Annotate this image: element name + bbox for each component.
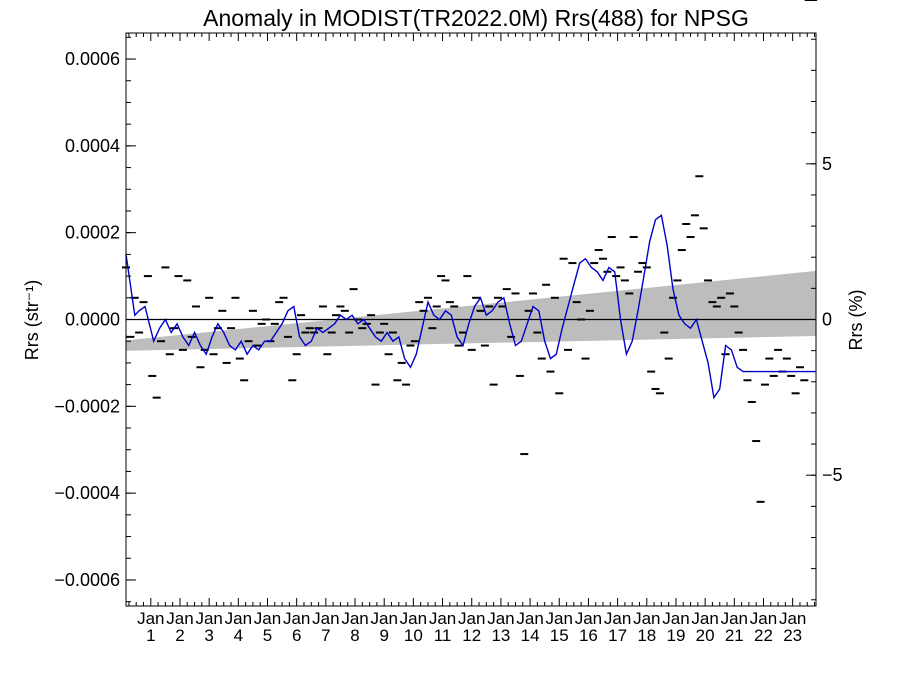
x-tick-label-year: 21 [725,626,744,645]
x-tick-label-year: 20 [696,626,715,645]
x-tick-label-year: 12 [462,626,481,645]
y-tick-label: 0.0006 [65,49,120,69]
y2-tick-label: 0 [822,310,832,330]
x-tick-label-month: Jan [575,609,602,628]
trend-confidence-band [126,270,816,351]
x-tick-label-month: Jan [458,609,485,628]
x-tick-label-year: 15 [550,626,569,645]
x-tick-label-month: Jan [779,609,806,628]
y-axis-label: Rrs (str⁻¹) [22,280,42,360]
x-tick-label-year: 23 [783,626,802,645]
y-tick-label: −0.0006 [54,570,120,590]
x-tick-label-year: 18 [637,626,656,645]
x-tick-label-year: 10 [404,626,423,645]
y2-tick-label: 5 [822,154,832,174]
y-tick-label: −0.0004 [54,483,120,503]
x-tick-label-month: Jan [604,609,631,628]
x-tick-label-year: 22 [754,626,773,645]
x-tick-label-month: Jan [487,609,514,628]
x-tick-label-year: 17 [608,626,627,645]
x-tick-label-year: 4 [234,626,243,645]
x-tick-label-month: Jan [312,609,339,628]
x-tick-label-month: Jan [166,609,193,628]
chart-title: Anomaly in MODIST(TR2022.0M) Rrs(488) fo… [203,5,749,31]
x-tick-label-year: 8 [350,626,359,645]
x-tick-label-year: 19 [666,626,685,645]
plot-area: −0.0006 −0.0004 −0.0002 0.0000 0.0002 0.0004 0… [54,0,843,645]
x-tick-label-month: Jan [370,609,397,628]
x-tick-label-year: 3 [204,626,213,645]
x-tick-label-month: Jan [400,609,427,628]
x-tick-label-year: 9 [379,626,388,645]
x-tick-label-month: Jan [516,609,543,628]
y2-tick-label: −5 [822,465,843,485]
x-tick-label-year: 6 [292,626,301,645]
x-tick-label-year: 13 [491,626,510,645]
x-tick-label-month: Jan [283,609,310,628]
x-tick-label-year: 7 [321,626,330,645]
x-tick-label-month: Jan [137,609,164,628]
x-tick-label-month: Jan [691,609,718,628]
y-tick-label: 0.0000 [65,310,120,330]
x-tick-label-month: Jan [225,609,252,628]
y-tick-label: −0.0002 [54,396,120,416]
x-tick-label-month: Jan [662,609,689,628]
x-tick-label-month: Jan [633,609,660,628]
x-tick-label-month: Jan [546,609,573,628]
y-tick-label: 0.0002 [65,223,120,243]
x-tick-label-month: Jan [750,609,777,628]
smoothed-series-line [125,214,816,400]
x-tick-label-year: 2 [175,626,184,645]
x-tick-label-month: Jan [195,609,222,628]
x-tick-label-month: Jan [721,609,748,628]
y-tick-label: 0.0004 [65,136,120,156]
x-tick-label-month: Jan [254,609,281,628]
x-tick-label-year: 14 [521,626,540,645]
x-tick-label-month: Jan [429,609,456,628]
x-tick-label-year: 16 [579,626,598,645]
y2-axis-label: Rrs (%) [846,290,866,351]
x-tick-label-year: 5 [263,626,272,645]
x-tick-label-year: 11 [434,626,452,645]
x-tick-label-month: Jan [341,609,368,628]
x-tick-label-year: 1 [146,626,155,645]
